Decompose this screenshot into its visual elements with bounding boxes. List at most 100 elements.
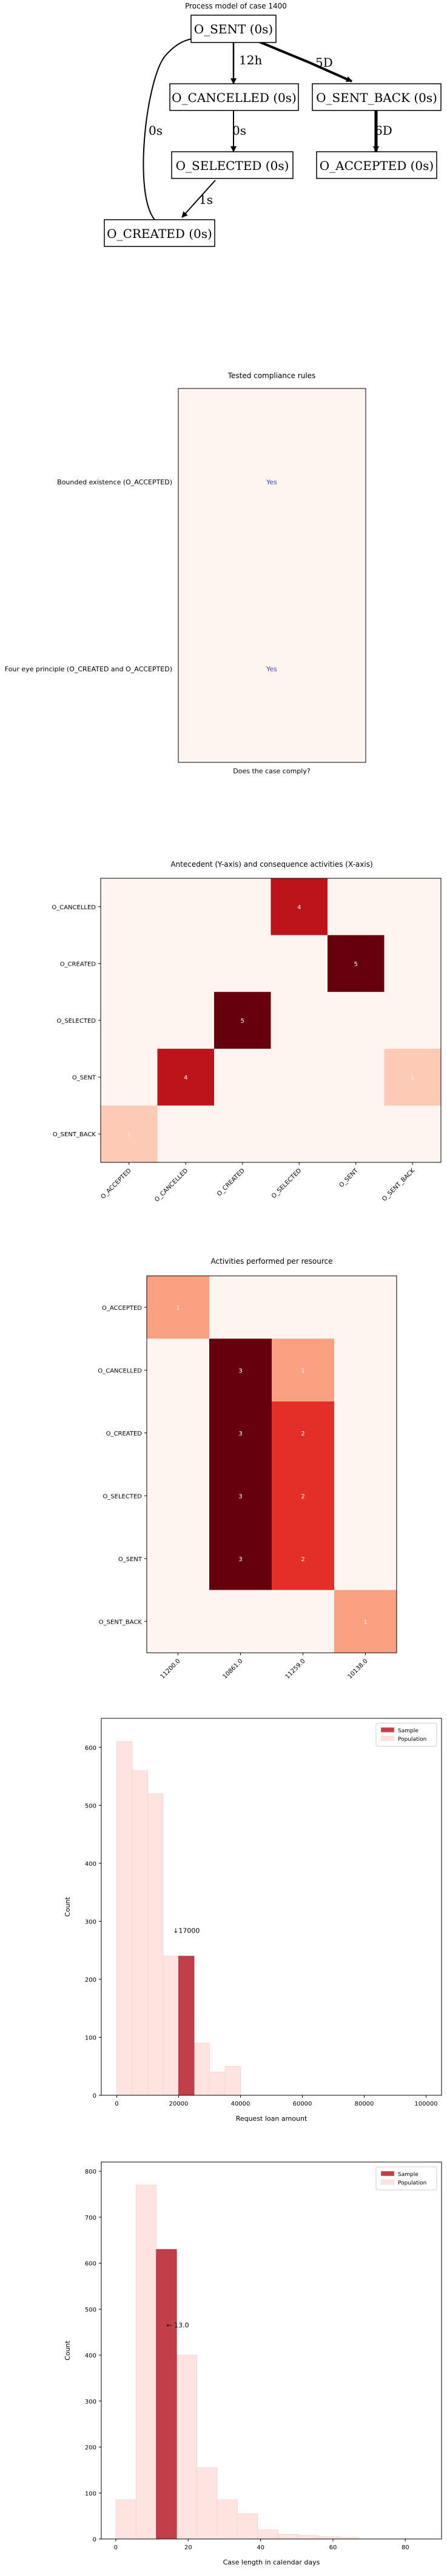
sample-bar (156, 2249, 177, 2540)
heatmap-cell (384, 878, 442, 936)
legend-swatch (380, 2179, 395, 2185)
node-selected: O_SELECTED (0s) (171, 151, 294, 179)
population-bar (277, 2534, 299, 2540)
heatmap-cell (209, 1527, 272, 1590)
x-axis-label: Request loan amount (236, 2115, 308, 2123)
legend-label: Population (398, 1737, 426, 1743)
y-tick-label: O_SELECTED (103, 1493, 142, 1500)
compliance-value: Yes (266, 478, 277, 486)
x-tick-label: O_CREATED (216, 1167, 246, 1198)
y-tick-label: 800 (85, 2169, 96, 2175)
heatmap-cell-value: 4 (297, 904, 301, 911)
x-tick-label: 80 (402, 2544, 409, 2551)
compliance-chart: Tested compliance rules Bounded existenc… (5, 371, 366, 775)
y-tick-label: 600 (85, 2261, 96, 2268)
node-label: O_CANCELLED (0s) (172, 90, 297, 105)
heatmap-cell (271, 1048, 328, 1106)
x-tick-label: O_ACCEPTED (99, 1167, 133, 1201)
heatmap-cell (214, 1105, 271, 1163)
heatmap-cell (157, 878, 215, 936)
annotation: ↓17000 (173, 1927, 200, 1934)
x-tick-label: O_CANCELLED (153, 1167, 189, 1203)
compliance-row-label: Four eye principle (O_CREATED and O_ACCE… (5, 665, 172, 673)
population-bar (176, 2354, 197, 2540)
heatmap-cell (157, 1105, 215, 1163)
x-tick-label: O_SENT_BACK (381, 1167, 416, 1202)
edge-label-sent-sent-back: 5D (315, 55, 333, 70)
population-bar (132, 1770, 148, 2096)
heatmap-cell (272, 1590, 335, 1653)
y-axis-label: Count (64, 2340, 72, 2360)
node-label: O_SENT_BACK (0s) (316, 90, 437, 105)
compliance-cell-1 (178, 575, 366, 762)
x-tick-label: 10861.0 (222, 1658, 244, 1680)
heatmap-cell (147, 1464, 210, 1528)
heatmap-cell (328, 992, 385, 1049)
y-tick-label: O_SENT (72, 1075, 96, 1082)
edge-selected-created (181, 180, 216, 218)
y-tick-label: O_CREATED (106, 1431, 143, 1437)
heatmap-cell (334, 1527, 397, 1590)
population-bar (197, 2467, 218, 2540)
population-bar (116, 1741, 133, 2096)
heatmap-cell-value: 3 (238, 1368, 242, 1374)
population-bar (237, 2513, 258, 2540)
heatmap-cell (147, 1590, 210, 1653)
x-tick-label: 60 (329, 2544, 337, 2551)
chart-title: Activities performed per resource (211, 1257, 333, 1266)
population-bar (217, 2500, 238, 2540)
population-bar (147, 1793, 164, 2096)
chart-title: Antecedent (Y-axis) and consequence acti… (170, 860, 372, 869)
heatmap-cell (214, 878, 271, 936)
edge-label-cancelled-selected: 0s (232, 123, 246, 138)
legend-label: Population (398, 2180, 426, 2186)
heatmap-cell (147, 1338, 210, 1402)
legend-box (375, 1723, 437, 1747)
heatmap-cell (384, 935, 442, 992)
y-tick-label: O_ACCEPTED (102, 1305, 142, 1312)
population-bar (115, 2500, 136, 2540)
node-accepted: O_ACCEPTED (0s) (316, 151, 437, 179)
x-tick-label: O_SELECTED (271, 1167, 303, 1200)
x-tick-label: 20 (184, 2544, 192, 2551)
heatmap-cell (334, 1402, 397, 1465)
heatmap-cell-value: 4 (184, 1075, 187, 1082)
heatmap-cell (101, 1105, 158, 1163)
population-bar (224, 2066, 241, 2096)
compliance-value: Yes (266, 665, 277, 673)
edge-label-sent-back-accepted: 6D (375, 123, 392, 138)
node-sent: O_SENT (0s) (190, 15, 277, 43)
y-tick-label: 500 (85, 1803, 96, 1809)
heatmap-cell (101, 992, 158, 1049)
process-model: Process model of case 1400 12h 5D 0s 6D … (104, 2, 442, 247)
heatmap-cell (209, 1402, 272, 1465)
y-tick-label: 200 (85, 2445, 96, 2452)
x-axis-label: Does the case comply? (233, 767, 311, 775)
x-tick-label: 11200.0 (160, 1658, 182, 1680)
heatmap-cell (147, 1402, 210, 1465)
heatmap-cell (334, 1464, 397, 1528)
y-tick-label: O_CANCELLED (98, 1368, 142, 1374)
heatmap-cell (334, 1590, 397, 1653)
edge-label-selected-created: 1s (199, 192, 213, 207)
legend-box (375, 2166, 437, 2191)
process-model-title: Process model of case 1400 (185, 2, 287, 10)
heatmap-cell (147, 1527, 210, 1590)
heatmap-cell (271, 1105, 328, 1163)
y-tick-label: 100 (85, 2490, 96, 2497)
y-tick-label: 200 (85, 1977, 96, 1984)
heatmap-cell-value: 1 (411, 1075, 414, 1082)
heatmap-cell (101, 935, 158, 992)
y-tick-label: 700 (85, 2215, 96, 2222)
resource-heatmap: Activities performed per resource 1 3 1 3 2 3… (98, 1257, 397, 1680)
y-tick-label: 100 (85, 2035, 96, 2041)
y-tick-label: O_SELECTED (56, 1018, 96, 1025)
edge-sent-sent-back (253, 38, 352, 83)
y-tick-label: 300 (85, 2399, 96, 2405)
x-axis-label: Case length in calendar days (223, 2558, 320, 2566)
x-tick-label: 11259.0 (284, 1658, 307, 1680)
y-axis-label: Count (64, 1896, 72, 1916)
population-bar (163, 1956, 179, 2096)
